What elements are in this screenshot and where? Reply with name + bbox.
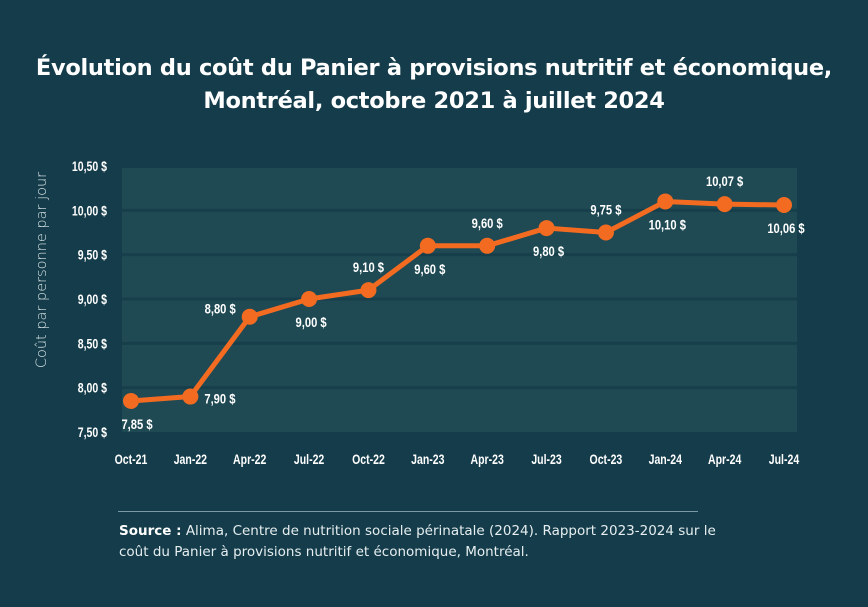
x-tick-label: Oct-22 [352, 452, 385, 468]
x-tick-label: Jul-22 [294, 452, 325, 468]
y-tick-label: 10,50 $ [72, 159, 107, 175]
gridline [122, 253, 797, 257]
x-tick-label: Oct-21 [115, 452, 148, 468]
series-line [130, 198, 785, 404]
data-point [360, 282, 377, 299]
data-label: 7,90 $ [204, 391, 235, 406]
x-tick-label: Apr-23 [471, 452, 505, 468]
x-axis-ticks: Oct-21 Jan-22 Apr-22 Jul-22 Oct-22 Jan-23 Apr-… [115, 452, 800, 468]
data-point [123, 392, 139, 409]
x-tick-label: Jan-22 [174, 452, 208, 468]
data-points [123, 193, 792, 409]
data-point [716, 196, 733, 213]
gridline [122, 341, 797, 345]
data-label: 9,60 $ [414, 262, 445, 277]
y-tick-label: 10,00 $ [72, 203, 107, 219]
data-label: 10,07 $ [706, 174, 743, 189]
chart-title: Évolution du coût du Panier à provisions… [0, 52, 868, 118]
data-label: 8,80 $ [205, 302, 236, 317]
x-tick-label: Jan-23 [411, 452, 445, 468]
x-tick-label: Oct-23 [590, 452, 623, 468]
data-label: 10,10 $ [649, 217, 686, 232]
data-label: 9,10 $ [353, 260, 384, 275]
y-axis-ticks: 7,50 $ 8,00 $ 8,50 $ 9,00 $ 9,50 $ 10,00 $ 10,… [72, 159, 107, 441]
y-tick-label: 9,00 $ [78, 292, 107, 308]
data-point [597, 224, 614, 241]
gridline [122, 386, 797, 390]
x-tick-label: Apr-24 [708, 452, 742, 468]
x-tick-label: Jul-23 [531, 452, 562, 468]
y-tick-label: 7,50 $ [78, 425, 107, 441]
data-labels: 7,85 $ 7,90 $ 8,80 $ 9,00 $ 9,10 $ 9,60 $ 9,60… [121, 174, 804, 432]
chart-title-line-2: Montréal, octobre 2021 à juillet 2024 [203, 88, 665, 114]
data-label: 9,60 $ [472, 216, 503, 231]
source-text: Alima, Centre de nutrition sociale périn… [119, 523, 716, 560]
data-label: 10,06 $ [767, 221, 804, 236]
source-label: Source : [119, 523, 182, 539]
gridline [122, 208, 797, 212]
data-point [182, 388, 199, 405]
x-tick-label: Jan-24 [649, 452, 683, 468]
source-note: Source : Alima, Centre de nutrition soci… [119, 521, 719, 563]
y-tick-label: 8,00 $ [78, 380, 107, 396]
data-point [657, 193, 674, 210]
chart-title-line-1: Évolution du coût du Panier à provisions… [35, 55, 833, 81]
x-tick-label: Jul-24 [769, 452, 800, 468]
data-label: 7,85 $ [121, 417, 152, 432]
data-point [301, 291, 318, 307]
data-point [776, 197, 792, 214]
data-label: 9,00 $ [296, 315, 327, 330]
y-tick-label: 8,50 $ [78, 336, 107, 352]
source-divider [118, 511, 698, 512]
data-point [479, 237, 496, 254]
data-label: 9,75 $ [590, 202, 621, 217]
data-point [419, 237, 436, 254]
gridline [122, 297, 797, 301]
x-tick-label: Apr-22 [233, 452, 267, 468]
y-tick-label: 9,50 $ [78, 247, 107, 263]
data-point [538, 220, 555, 237]
data-label: 9,80 $ [533, 244, 564, 259]
data-point [241, 308, 258, 325]
gridlines [122, 208, 797, 390]
